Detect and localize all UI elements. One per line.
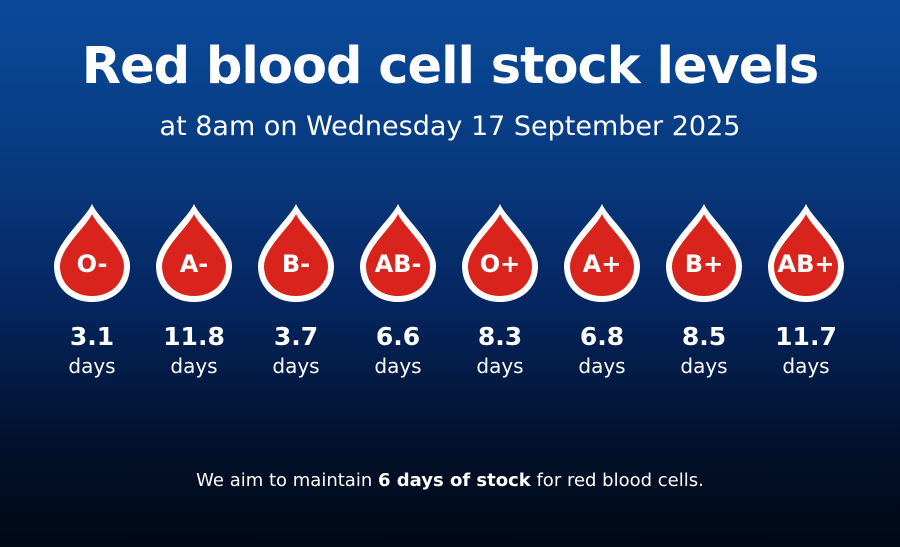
stock-days-value: 3.1 (69, 322, 115, 351)
stock-target-note: We aim to maintain 6 days of stock for r… (0, 466, 900, 496)
stock-days-value: 11.7 (775, 322, 837, 351)
stock-days-value: 8.5 (681, 322, 727, 351)
stock-days-unit: days (476, 354, 524, 378)
blood-drop-icon (360, 204, 436, 302)
blood-type-label: A+ (582, 250, 622, 278)
blood-type-item-b-neg: B- 3.7 days (245, 200, 347, 378)
footer-prefix: We aim to maintain (196, 470, 378, 491)
blood-type-label: A- (179, 250, 209, 278)
blood-type-list: O- 3.1 days A- 11.8 days B- 3.7 days AB-… (0, 200, 900, 390)
stock-days-value: 6.8 (579, 322, 625, 351)
stock-days-unit: days (578, 354, 626, 378)
page-subtitle: at 8am on Wednesday 17 September 2025 (159, 111, 741, 142)
stock-days-unit: days (170, 354, 218, 378)
stock-days-unit: days (782, 354, 830, 378)
page-title: Red blood cell stock levels (81, 37, 819, 96)
stock-days-unit: days (68, 354, 116, 378)
blood-type-label: B+ (684, 250, 724, 278)
footer-highlight: 6 days of stock (377, 470, 531, 491)
stock-days-unit: days (680, 354, 728, 378)
blood-drop-icon (462, 204, 538, 302)
blood-type-label: AB+ (777, 250, 835, 278)
stock-days-value: 8.3 (477, 322, 523, 351)
blood-drop-icon (666, 204, 742, 302)
stock-days-value: 6.6 (375, 322, 421, 351)
blood-type-item-ab-pos: AB+ 11.7 days (755, 200, 857, 378)
blood-type-item-o-neg: O- 3.1 days (41, 200, 143, 378)
blood-drop-icon (258, 204, 334, 302)
blood-type-item-a-neg: A- 11.8 days (143, 200, 245, 378)
stock-days-value: 3.7 (273, 322, 319, 351)
blood-type-item-a-pos: A+ 6.8 days (551, 200, 653, 378)
footer-suffix: for red blood cells. (530, 470, 704, 491)
stock-days-value: 11.8 (163, 322, 225, 351)
blood-type-label: AB- (374, 250, 422, 278)
blood-drop-icon (156, 204, 232, 302)
stock-days-unit: days (272, 354, 320, 378)
blood-type-label: O+ (479, 250, 521, 278)
blood-type-label: O- (76, 250, 108, 278)
blood-drop-icon (564, 204, 640, 302)
blood-drop-icon (768, 204, 844, 302)
blood-type-item-b-pos: B+ 8.5 days (653, 200, 755, 378)
stock-days-unit: days (374, 354, 422, 378)
blood-type-label: B- (281, 250, 311, 278)
blood-type-item-ab-neg: AB- 6.6 days (347, 200, 449, 378)
blood-type-item-o-pos: O+ 8.3 days (449, 200, 551, 378)
blood-drop-icon (54, 204, 130, 302)
